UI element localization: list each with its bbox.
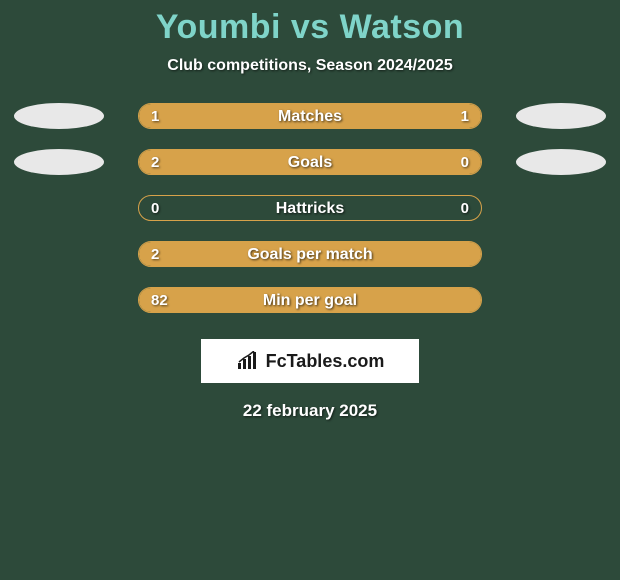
player-oval-left xyxy=(14,149,104,175)
stat-bar-fill-left xyxy=(139,150,399,174)
stat-value-right: 0 xyxy=(461,196,469,221)
stat-value-right: 1 xyxy=(461,104,469,129)
player-oval-right xyxy=(516,149,606,175)
stat-row: 11Matches xyxy=(0,103,620,129)
logo-text: FcTables.com xyxy=(266,351,385,372)
stat-bar-fill-left xyxy=(139,242,481,266)
stat-bar-track: 2Goals per match xyxy=(138,241,482,267)
stat-value-right: 0 xyxy=(461,150,469,175)
stat-value-left: 2 xyxy=(151,150,159,175)
player-oval-left xyxy=(14,103,104,129)
logo-badge[interactable]: FcTables.com xyxy=(201,339,419,383)
stat-bar-fill-left xyxy=(139,104,310,128)
stat-bar-track: 11Matches xyxy=(138,103,482,129)
stat-value-left: 2 xyxy=(151,242,159,267)
stat-row: 82Min per goal xyxy=(0,287,620,313)
page-title: Youmbi vs Watson xyxy=(0,8,620,47)
comparison-infographic: Youmbi vs Watson Club competitions, Seas… xyxy=(0,0,620,421)
stat-value-left: 0 xyxy=(151,196,159,221)
stat-bar-fill-left xyxy=(139,288,481,312)
stats-rows: 11Matches20Goals00Hattricks2Goals per ma… xyxy=(0,103,620,313)
stat-value-left: 1 xyxy=(151,104,159,129)
stat-row: 20Goals xyxy=(0,149,620,175)
stat-row: 2Goals per match xyxy=(0,241,620,267)
stat-value-left: 82 xyxy=(151,288,168,313)
stat-row: 0 0Hattricks xyxy=(0,195,620,221)
subtitle: Club competitions, Season 2024/2025 xyxy=(0,57,620,75)
stat-bar-track: 82Min per goal xyxy=(138,287,482,313)
stat-bar-fill-right xyxy=(310,104,481,128)
player-oval-right xyxy=(516,103,606,129)
bar-chart-icon xyxy=(236,351,260,371)
date-text: 22 february 2025 xyxy=(0,401,620,421)
stat-bar-track: 20Goals xyxy=(138,149,482,175)
stat-label: Hattricks xyxy=(139,196,481,221)
stat-bar-track: 0 0Hattricks xyxy=(138,195,482,221)
